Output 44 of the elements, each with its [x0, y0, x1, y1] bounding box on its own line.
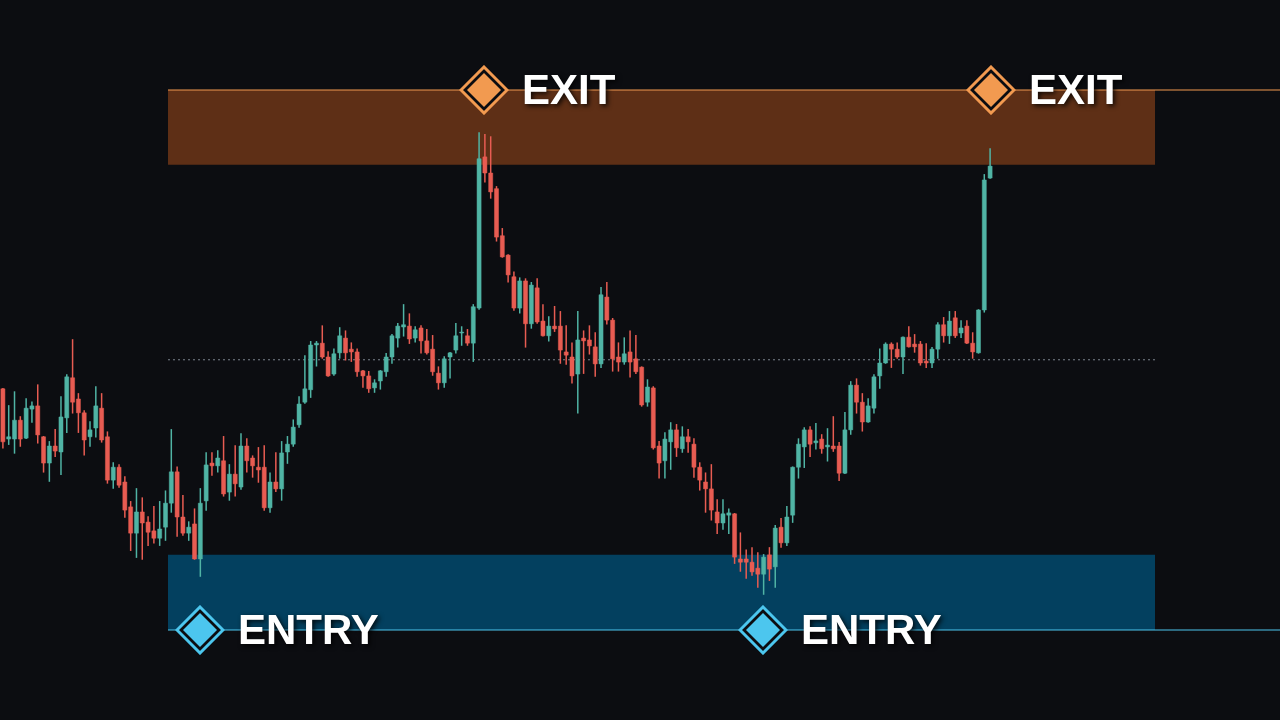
candlestick	[807, 426, 813, 457]
candlestick	[947, 311, 952, 344]
candlestick	[407, 313, 412, 344]
annotation: EXIT	[522, 66, 616, 113]
candlestick	[273, 452, 279, 492]
annotation: EXIT	[1029, 66, 1123, 113]
candlestick	[813, 423, 819, 450]
candlestick	[825, 428, 830, 462]
candlestick	[987, 148, 993, 179]
candlestick	[563, 325, 569, 365]
annotation: ENTRY	[801, 606, 942, 653]
candlestick	[569, 342, 575, 384]
candlestick	[47, 441, 52, 482]
candlestick	[441, 356, 447, 388]
candlestick	[546, 316, 552, 342]
candlestick	[227, 464, 232, 501]
candlestick	[680, 426, 685, 453]
candlestick	[18, 416, 23, 447]
candlestick	[714, 499, 720, 534]
candlestick	[900, 336, 906, 374]
candlestick	[453, 323, 459, 354]
candlestick	[767, 547, 772, 581]
candlestick	[436, 366, 441, 390]
candlestick	[209, 452, 215, 476]
candlestick	[685, 429, 691, 453]
candlestick	[621, 337, 627, 365]
candlestick	[674, 424, 679, 457]
candlestick	[134, 488, 139, 558]
candlestick	[958, 320, 964, 338]
candlestick	[157, 501, 162, 546]
candlestick	[215, 450, 221, 473]
candlestick	[941, 317, 946, 343]
candlestick	[232, 445, 238, 497]
candlestick	[110, 462, 116, 489]
candlestick	[93, 386, 99, 438]
candlestick	[645, 379, 650, 407]
candlestick	[87, 421, 93, 447]
candlestick	[296, 396, 302, 428]
candlestick	[952, 311, 958, 338]
annotation: ENTRY	[238, 606, 379, 653]
candlestick	[447, 352, 453, 379]
candlestick	[761, 554, 766, 595]
candlestick	[778, 518, 784, 548]
candlestick	[52, 429, 58, 457]
